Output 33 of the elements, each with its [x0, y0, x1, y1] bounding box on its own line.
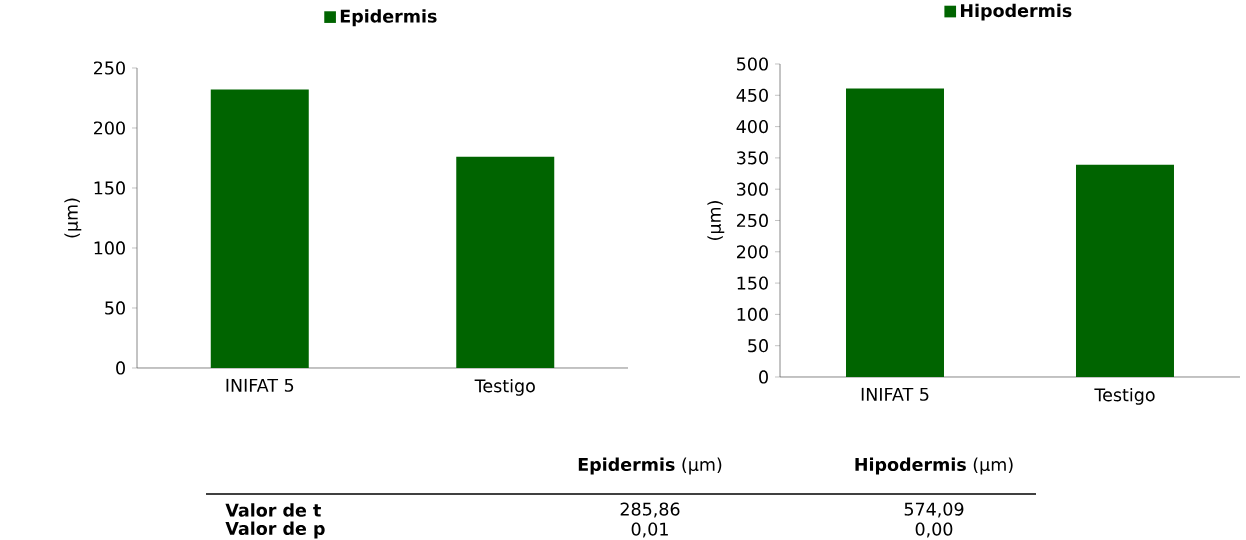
text: 574,09 [904, 502, 964, 518]
text: Hipodermis (µm) [855, 457, 1013, 475]
x-tick-label: Testigo [474, 378, 535, 396]
text: 0,00 [915, 522, 953, 538]
y-tick-label: 250 [94, 61, 125, 75]
y-tick-label: 50 [748, 339, 768, 353]
y-axis-title: (µm) [707, 201, 725, 240]
x-tick-label: INIFAT 5 [226, 378, 294, 392]
y-tick-label: 250 [736, 213, 768, 228]
legend-label: Epidermis [340, 9, 437, 27]
y-tick-label: 300 [737, 182, 768, 196]
text: 285,86 [620, 502, 680, 518]
y-tick-label: 200 [94, 121, 125, 135]
text: Epidermis (µm) [578, 457, 722, 475]
y-axis-title: (µm) [64, 198, 82, 238]
y-tick-label: 200 [736, 245, 768, 259]
y-tick-label: 150 [737, 276, 768, 290]
y-tick-label: 100 [737, 307, 768, 321]
y-tick-label: 400 [736, 119, 768, 134]
x-tick-label: INIFAT 5 [861, 387, 929, 401]
y-tick-label: 450 [736, 88, 768, 102]
text: 0,01 [631, 522, 668, 538]
y-tick-label: 500 [737, 57, 768, 71]
y-tick-label: 350 [737, 151, 768, 165]
legend-label: Hipodermis [960, 3, 1072, 21]
y-tick-label: 100 [94, 241, 125, 255]
y-tick-label: 150 [94, 181, 125, 195]
y-tick-label: 0 [116, 361, 125, 375]
text: Valor de p [225, 521, 325, 539]
x-tick-label: Testigo [1094, 387, 1155, 405]
y-tick-label: 0 [759, 370, 768, 384]
text: Valor de t [225, 503, 321, 517]
y-tick-label: 50 [105, 301, 125, 315]
